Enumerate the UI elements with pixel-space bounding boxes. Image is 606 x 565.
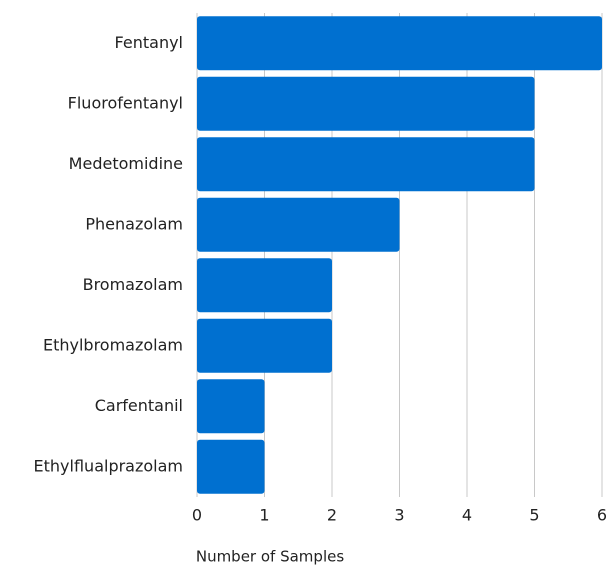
x-tick-label: 4 bbox=[462, 506, 472, 525]
x-axis-label: Number of Samples bbox=[196, 548, 344, 565]
y-tick-label: Phenazolam bbox=[85, 214, 183, 233]
bar bbox=[197, 439, 265, 494]
x-tick-label: 6 bbox=[597, 506, 606, 525]
x-tick-label: 1 bbox=[259, 506, 269, 525]
bar bbox=[197, 76, 535, 131]
bar bbox=[197, 197, 400, 252]
y-tick-label: Bromazolam bbox=[83, 275, 183, 294]
y-tick-label: Fentanyl bbox=[115, 33, 183, 52]
bar bbox=[197, 258, 332, 313]
y-tick-label: Ethylflualprazolam bbox=[34, 456, 183, 475]
bar bbox=[197, 137, 535, 192]
bar bbox=[197, 318, 332, 373]
y-tick-label: Medetomidine bbox=[69, 154, 183, 173]
y-tick-label: Carfentanil bbox=[95, 396, 183, 415]
x-tick-label: 2 bbox=[327, 506, 337, 525]
bar bbox=[197, 16, 602, 71]
x-tick-label: 0 bbox=[192, 506, 202, 525]
bar bbox=[197, 379, 265, 434]
x-tick-label: 3 bbox=[394, 506, 404, 525]
x-tick-label: 5 bbox=[529, 506, 539, 525]
y-tick-label: Ethylbromazolam bbox=[43, 335, 183, 354]
y-tick-label: Fluorofentanyl bbox=[68, 93, 183, 112]
